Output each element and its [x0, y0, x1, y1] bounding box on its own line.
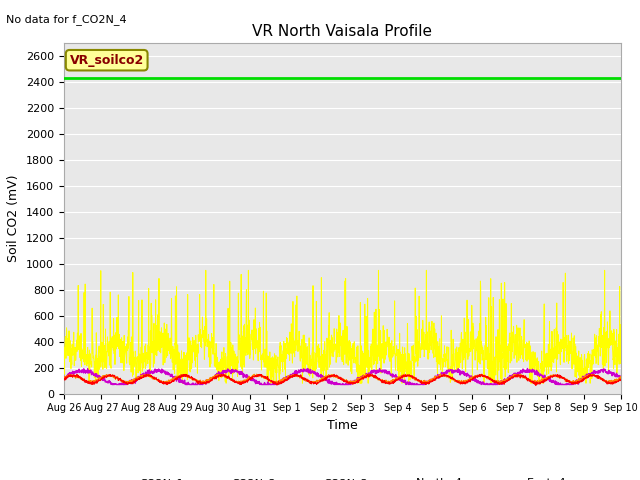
Text: VR_soilco2: VR_soilco2 [70, 54, 144, 67]
Y-axis label: Soil CO2 (mV): Soil CO2 (mV) [8, 175, 20, 262]
Text: No data for f_CO2N_4: No data for f_CO2N_4 [6, 14, 127, 25]
Legend: CO2N_1, CO2N_2, CO2N_3, North -4cm, East -4cm: CO2N_1, CO2N_2, CO2N_3, North -4cm, East… [98, 473, 587, 480]
X-axis label: Time: Time [327, 419, 358, 432]
Title: VR North Vaisala Profile: VR North Vaisala Profile [252, 24, 433, 39]
